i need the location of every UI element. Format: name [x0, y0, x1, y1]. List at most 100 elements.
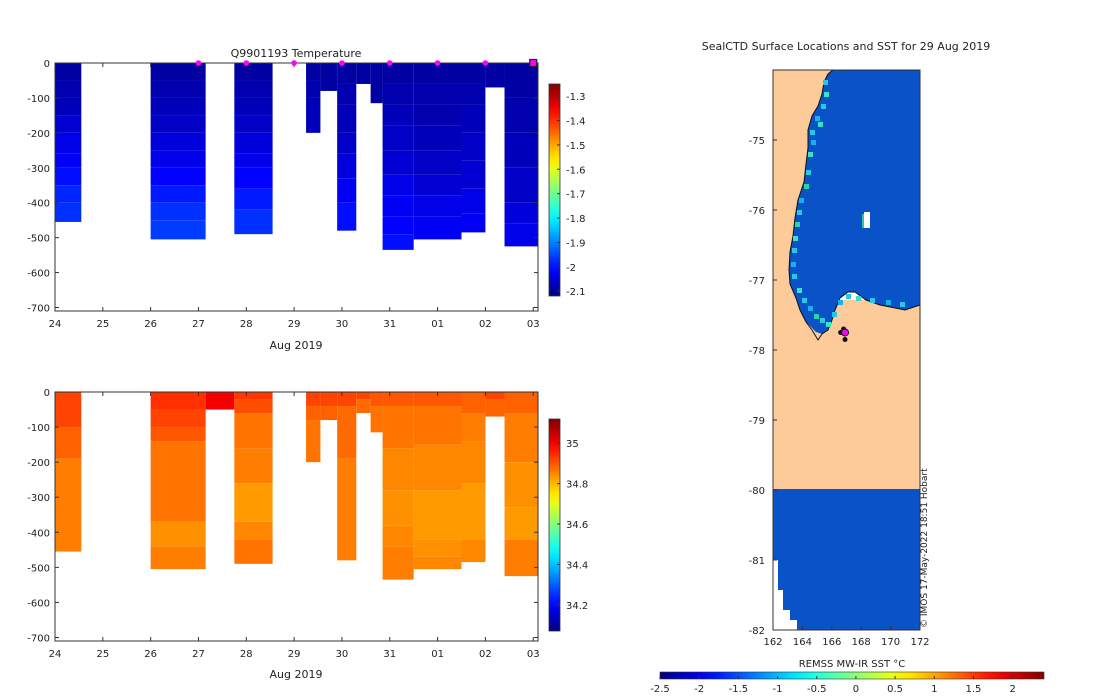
temperature-ytick-label: 0: [44, 59, 50, 70]
salinity-cell-p11-2: [461, 441, 486, 484]
salinity-cell-p3-6: [234, 539, 273, 564]
map-coastline: [788, 69, 921, 341]
salinity-cell-p10-1: [413, 406, 462, 445]
coastal-sst-pixel: [802, 298, 807, 303]
surface-marker: [291, 60, 297, 66]
salinity-axes-box: [54, 391, 539, 642]
temperature-cell-p11-0: [461, 63, 486, 84]
temperature-cell-p1-6: [150, 167, 206, 186]
salinity-cell-p1-2: [150, 427, 206, 442]
temperature-cell-p3-4: [234, 132, 273, 154]
salinity-xtick-label: 28: [240, 649, 253, 660]
surface-marker: [339, 60, 345, 66]
coastal-sst-pixel: [832, 312, 837, 317]
temperature-xtick-label: 24: [49, 319, 62, 330]
salinity-cell-p8-1: [370, 406, 383, 433]
temperature-colorbar-tick-label: -1.3: [566, 92, 586, 103]
temperature-cell-p6-4: [337, 153, 357, 179]
temperature-cell-p13-0: [504, 63, 538, 98]
salinity-cell-p3-1: [234, 399, 273, 414]
salinity-ytick-label: 0: [44, 388, 50, 399]
salinity-colorbar-tick-label: 34.6: [566, 520, 588, 531]
temperature-cell-p6-1: [337, 83, 357, 105]
salinity-xtick-label: 31: [383, 649, 396, 660]
temperature-cell-p1-4: [150, 132, 206, 151]
salinity-cells: [55, 392, 538, 580]
map-colorbar-tick-label: -1.5: [729, 684, 749, 695]
temperature-axes: 0 -100 -200 -300 -400 -500 -600 -700 24 25 26 27 28 2…: [27, 59, 539, 330]
temperature-title: Q9901193 Temperature: [231, 47, 362, 60]
temperature-cell-p9-6: [382, 195, 414, 217]
salinity-cell-p13-4: [504, 539, 538, 577]
coastal-sst-pixel: [808, 306, 813, 311]
temperature-colorbar-tick-label: -1.5: [566, 141, 586, 152]
temperature-cell-p3-6: [234, 167, 273, 189]
salinity-panel: 0 -100 -200 -300 -400 -500 -600 -700 24 25 26 27 28 2…: [27, 388, 588, 681]
salinity-ytick-label: -600: [27, 598, 50, 609]
temperature-cell-p0-1: [55, 80, 82, 98]
temperature-cell-p10-1: [413, 83, 462, 105]
salinity-colorbar-ticks: 35 34.8 34.6 34.4 34.2: [557, 439, 588, 612]
coastal-sst-pixel: [791, 262, 796, 267]
seal-position-latest: [841, 328, 850, 337]
salinity-cell-p9-5: [382, 546, 414, 580]
temperature-colorbar-tick-label: -1.8: [566, 214, 586, 225]
surface-marker: [243, 60, 250, 66]
salinity-cell-p6-2: [337, 458, 357, 561]
surface-marker: [434, 60, 441, 66]
map-xtick-label: 170: [881, 637, 900, 648]
temperature-colorbar-tick-label: -1.4: [566, 117, 586, 128]
temperature-cells: [55, 63, 538, 250]
salinity-cell-p8-0: [370, 392, 383, 407]
temperature-ytick-label: -500: [27, 234, 50, 245]
coastal-sst-pixel: [856, 296, 861, 301]
temperature-xtick-label: 25: [96, 319, 109, 330]
temperature-cell-p5-0: [320, 63, 338, 91]
map-colorbar-tick-label: -0.5: [807, 684, 827, 695]
temperature-cell-p9-8: [382, 234, 414, 250]
temperature-ytick-label: -300: [27, 164, 50, 175]
map-colorbar-ticks: -2.5 -2 -1.5 -1 -0.5 0 0.5 1 1.5 2: [650, 676, 1016, 695]
map-axes: 162 164 166 168 170 172 -75 -76 -77 -78 -79 -80 -81 -…: [749, 136, 930, 648]
map-credit: © IMOS 17-May-2022 18:51 Hobart: [920, 468, 930, 628]
map-colorbar-tick-label: 0: [853, 684, 859, 695]
temperature-cell-p9-3: [382, 125, 414, 151]
temperature-xtick-label: 28: [240, 319, 253, 330]
temperature-cell-p10-3: [413, 125, 462, 151]
temperature-xtick-label: 26: [144, 319, 157, 330]
temperature-xtick-label: 31: [383, 319, 396, 330]
temperature-xtick-label: 29: [288, 319, 301, 330]
map-island-land: [864, 212, 870, 228]
salinity-cell-p3-0: [234, 392, 273, 400]
coastal-sst-pixel: [838, 300, 843, 305]
temperature-cell-p9-7: [382, 216, 414, 235]
temperature-cell-p11-5: [461, 188, 486, 214]
salinity-ytick-label: -100: [27, 423, 50, 434]
salinity-xtick-label: 01: [431, 649, 444, 660]
coastal-sst-pixel: [793, 236, 798, 241]
map-coastal-sst-pixels: [791, 80, 905, 327]
temperature-cell-p10-5: [413, 174, 462, 196]
salinity-cell-p5-1: [320, 406, 338, 421]
temperature-cell-p1-2: [150, 97, 206, 116]
salinity-cell-p11-3: [461, 483, 486, 540]
temperature-cell-p1-7: [150, 185, 206, 203]
salinity-cell-p11-1: [461, 413, 486, 442]
temperature-cell-p0-5: [55, 153, 82, 168]
salinity-ytick-label: -700: [27, 633, 50, 644]
salinity-ytick-label: -200: [27, 458, 50, 469]
temperature-cell-p10-0: [413, 63, 462, 84]
map-ytick-label: -75: [749, 136, 765, 147]
map-ytick-label: -81: [749, 556, 765, 567]
temperature-colorbar-tick-label: -2: [566, 263, 576, 274]
map-xtick-label: 162: [763, 637, 782, 648]
temperature-cell-p10-7: [413, 216, 462, 240]
salinity-cell-p1-1: [150, 409, 206, 428]
salinity-cell-p6-0: [337, 392, 357, 407]
salinity-colorbar-tick-label: 35: [566, 439, 579, 450]
temperature-cell-p3-3: [234, 115, 273, 133]
map-ytick-label: -77: [749, 276, 765, 287]
map-colorbar-tick-label: -2: [694, 684, 704, 695]
temperature-colorbar: [548, 83, 561, 297]
map-ytick-label: -79: [749, 416, 765, 427]
